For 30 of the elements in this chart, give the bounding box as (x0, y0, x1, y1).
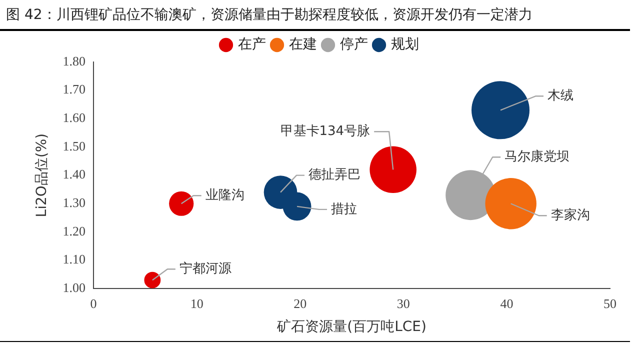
y-tick-label: 1.30 (62, 195, 86, 210)
y-tick-label: 1.20 (62, 223, 86, 238)
legend-label: 在产 (238, 36, 266, 53)
y-axis-title: Li2O品位(%) (34, 133, 50, 218)
annotation: 业隆沟 (205, 188, 244, 203)
x-tick-label: 20 (294, 296, 307, 311)
y-tick-label: 1.10 (62, 252, 86, 267)
x-tick-label: 50 (604, 296, 616, 311)
annotation: 李家沟 (550, 207, 590, 223)
annotation: 德扯弄巴 (308, 168, 361, 183)
x-tick-label: 30 (396, 296, 410, 311)
chart-title: 图 42：川西锂矿品位不输澳矿，资源储量由于勘探程度较低，资源开发仍有一定潜力 (6, 6, 532, 24)
y-tick-label: 1.40 (62, 166, 86, 182)
x-axis-title: 矿石资源量(百万吨LCE) (276, 319, 426, 336)
y-tick-label: 1.00 (62, 280, 86, 296)
x-tick-label: 40 (500, 296, 514, 311)
annotation: 宁都河源 (179, 260, 232, 276)
y-tick-label: 1.60 (62, 110, 86, 126)
y-tick-label: 1.80 (62, 53, 86, 68)
legend-label: 规划 (391, 36, 419, 53)
legend-label: 在建 (289, 36, 317, 53)
x-tick-label: 10 (190, 296, 204, 311)
annotation: 措拉 (331, 202, 358, 217)
annotation: 木绒 (548, 88, 574, 104)
annotation: 甲基卡134号脉 (280, 124, 370, 140)
legend-label: 停产 (340, 36, 368, 53)
y-tick-label: 1.50 (62, 138, 86, 154)
x-tick-label: 0 (90, 296, 97, 311)
annotation: 马尔康党坝 (504, 150, 570, 165)
y-tick-label: 1.70 (62, 82, 86, 97)
